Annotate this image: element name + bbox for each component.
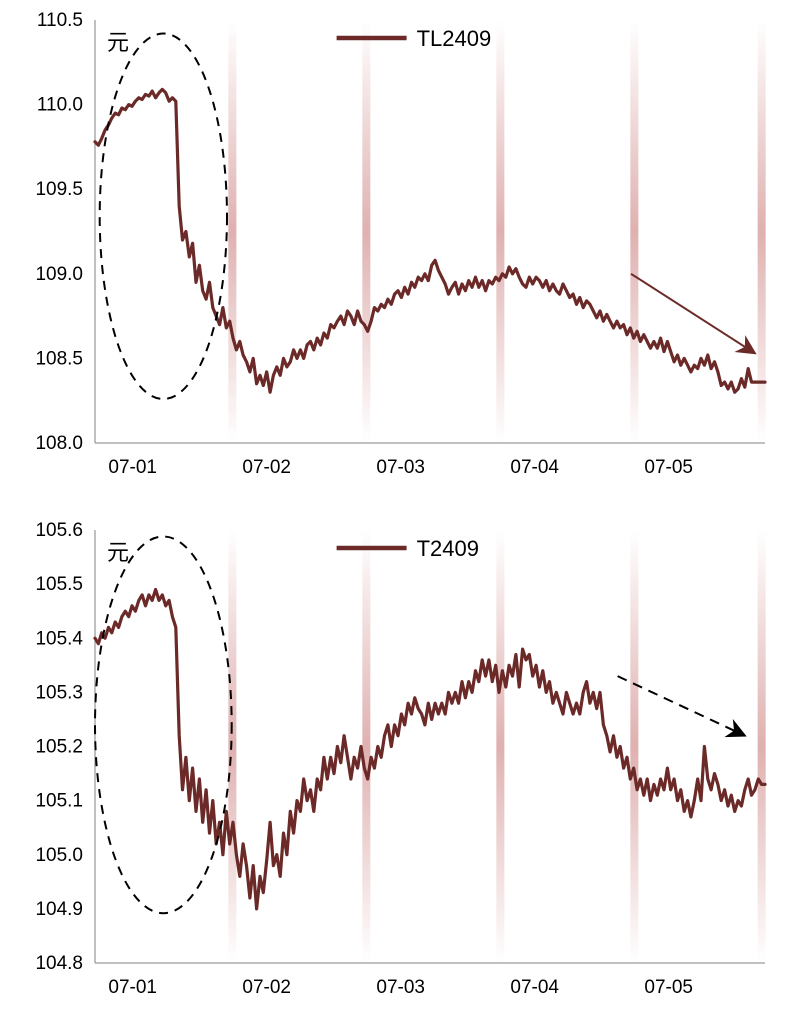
y-tick-label: 105.0 (35, 845, 83, 866)
day-divider (362, 530, 370, 963)
price-series (95, 89, 765, 392)
legend: T2409 (337, 536, 479, 561)
x-axis: 07-01 07-02 07-03 07-04 07-05 (95, 963, 765, 998)
day-divider (228, 530, 236, 963)
day-divider (758, 20, 766, 443)
chart-t2409: 104.8 104.9 105.0 105.1 105.2 105.3 105.4 105.5… (0, 510, 787, 1015)
day-divider (496, 530, 504, 963)
day-divider (496, 20, 504, 443)
day-divider (758, 530, 766, 963)
x-tick-label: 07-02 (242, 457, 291, 478)
y-tick-label: 105.1 (35, 791, 83, 812)
y-axis: 104.8 104.9 105.0 105.1 105.2 105.3 105.4 105.5… (35, 520, 95, 974)
y-tick-label: 108.5 (35, 348, 83, 369)
price-series (95, 590, 765, 909)
y-tick-label: 110.0 (37, 95, 83, 116)
y-tick-label: 105.5 (35, 574, 83, 595)
day-divider (630, 20, 638, 443)
x-tick-label: 07-04 (510, 457, 559, 478)
day-divider (228, 20, 236, 443)
unit-label: 元 (107, 540, 129, 565)
x-tick-label: 07-03 (376, 977, 425, 998)
y-tick-label: 109.5 (35, 179, 83, 200)
x-tick-label: 07-01 (108, 977, 157, 998)
day-divider (630, 530, 638, 963)
y-tick-label: 104.9 (35, 899, 83, 920)
y-tick-label: 110.5 (37, 10, 83, 31)
y-axis: 108.0 108.5 109.0 109.5 110.0 110.5 (35, 10, 95, 454)
legend-label: TL2409 (417, 26, 492, 51)
y-tick-label: 105.4 (35, 628, 83, 649)
trend-arrow (631, 274, 755, 354)
y-tick-label: 108.0 (35, 433, 83, 454)
y-tick-label: 105.2 (35, 737, 83, 758)
unit-label: 元 (107, 30, 129, 55)
x-axis: 07-01 07-02 07-03 07-04 07-05 (95, 443, 765, 478)
highlight-ellipse (95, 536, 232, 913)
y-tick-label: 105.6 (35, 520, 83, 541)
chart-tl2409: 108.0 108.5 109.0 109.5 110.0 110.5 07-01 07-02… (0, 0, 787, 495)
x-tick-label: 07-04 (510, 977, 559, 998)
y-tick-label: 109.0 (35, 264, 83, 285)
x-tick-label: 07-03 (376, 457, 425, 478)
x-tick-label: 07-01 (108, 457, 157, 478)
x-tick-label: 07-05 (644, 977, 693, 998)
day-divider (362, 20, 370, 443)
legend: TL2409 (337, 26, 492, 51)
y-tick-label: 104.8 (35, 953, 83, 974)
legend-label: T2409 (417, 536, 479, 561)
x-tick-label: 07-02 (242, 977, 291, 998)
y-tick-label: 105.3 (35, 682, 83, 703)
x-tick-label: 07-05 (644, 457, 693, 478)
